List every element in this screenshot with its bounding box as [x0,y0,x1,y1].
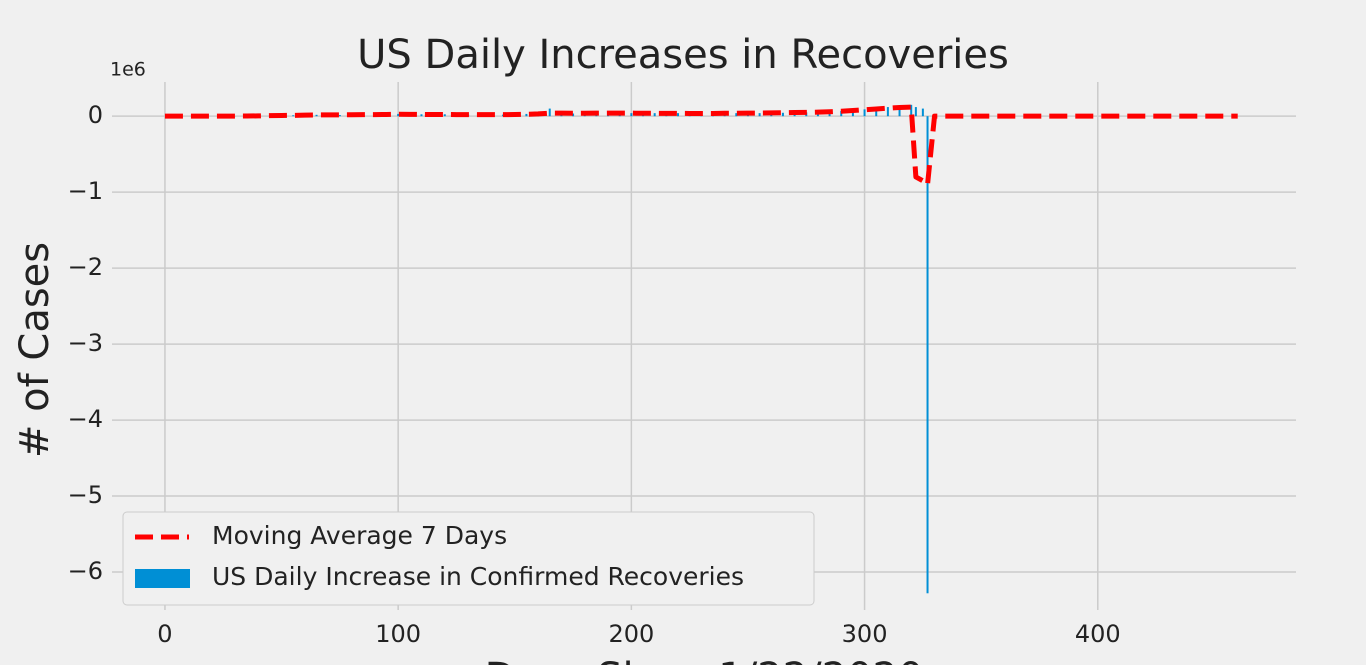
bar [758,113,761,117]
marks [164,104,1238,594]
legend-swatch [135,569,190,588]
bar [338,115,341,117]
bar [292,115,295,117]
line [164,104,1238,188]
grid [112,82,1296,610]
y-offset-text: 1e6 [110,59,146,81]
bar [397,113,400,117]
bar [443,114,446,117]
bar [926,116,929,594]
legend: Moving Average 7 Days US Daily Increase i… [122,511,815,606]
x-axis-label: Days Since 1/22/2020 [485,655,924,665]
bar [921,108,924,117]
bar [630,113,633,117]
x-tick-label: 300 [842,620,888,648]
bar [548,108,551,117]
bar [910,104,913,117]
bar [875,108,878,117]
bar [653,113,656,117]
bar [781,112,784,117]
x-tick-label: 400 [1075,620,1121,648]
y-tick-label: 0 [88,101,103,129]
x-tick-label: 0 [157,620,172,648]
bar [886,107,889,117]
bar [420,114,423,117]
y-tick-label: −1 [68,177,103,205]
y-tick-label: −4 [68,405,103,433]
bar [863,109,866,117]
bar [676,113,679,117]
y-tick-label: −5 [68,481,103,509]
legend-box [122,511,815,606]
y-tick-label: −3 [68,329,103,357]
bar [914,107,917,117]
bar [315,114,318,117]
legend-label: Moving Average 7 Days [212,521,507,550]
bar [525,113,528,117]
legend-label: US Daily Increase in Confirmed Recoverie… [212,562,744,591]
y-axis-label: # of Cases [12,242,58,458]
x-tick-label: 100 [375,620,421,648]
x-tick-label: 200 [608,620,654,648]
bar [572,113,575,117]
bar [898,106,901,117]
bar [735,113,738,117]
y-tick-label: −2 [68,253,103,281]
bar [851,110,854,117]
chart-title: US Daily Increases in Recoveries [357,32,1009,78]
y-tick-label: −6 [68,557,103,585]
